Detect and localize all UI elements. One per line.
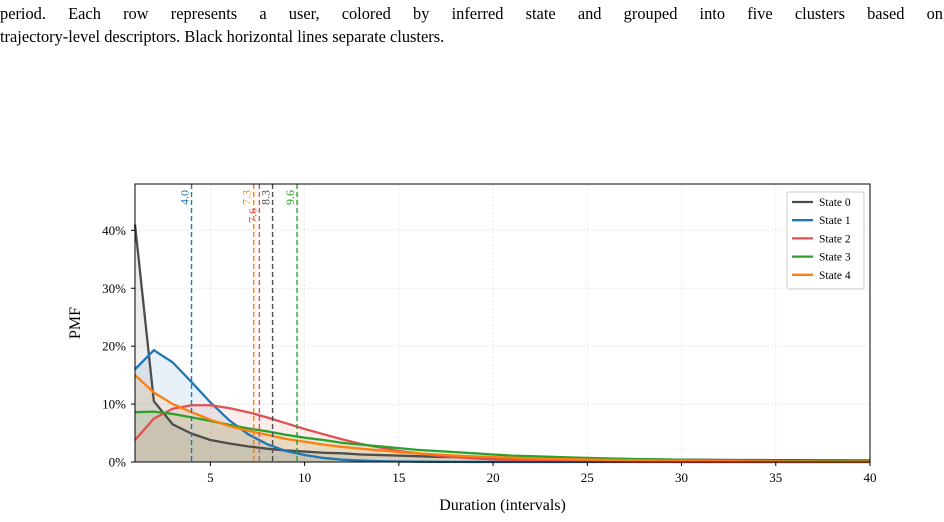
x-tick-label: 25 — [581, 470, 594, 485]
caption-line-2: trajectory-level descriptors. Black hori… — [0, 27, 445, 46]
legend-label-4: State 4 — [819, 270, 851, 282]
series-area-4 — [135, 375, 870, 462]
legend-label-0: State 0 — [819, 197, 851, 209]
y-tick-label: 0% — [109, 455, 127, 470]
x-axis-label: Duration (intervals) — [439, 497, 566, 514]
y-tick-label: 10% — [102, 397, 126, 412]
mean-label-2: 7.6 — [245, 208, 259, 223]
y-tick-label: 20% — [102, 339, 126, 354]
series-area-3 — [135, 411, 870, 462]
mean-label-1: 4.0 — [178, 190, 192, 205]
series-line-4 — [134, 374, 871, 463]
legend-label-2: State 2 — [819, 233, 851, 245]
y-tick-label: 30% — [102, 281, 126, 296]
legend-label-1: State 1 — [819, 215, 851, 227]
x-tick-label: 10 — [298, 470, 311, 485]
y-axis-label: PMF — [67, 307, 84, 339]
mean-label-0: 8.3 — [259, 190, 273, 205]
series-area-2 — [135, 405, 870, 462]
mean-label-4: 7.3 — [240, 190, 254, 205]
legend: State 0 State 1 State 2 State 3 State 4 — [786, 191, 865, 290]
figure-caption: period. Each row represents a user, colo… — [0, 2, 944, 48]
x-tick-label: 40 — [864, 470, 877, 485]
legend-box — [786, 191, 865, 290]
mean-label-3: 9.6 — [283, 190, 297, 205]
tick-layer: 5 10 15 20 25 30 35 40 0% 10% 20% 30% 40% — [102, 223, 876, 485]
x-tick-label: 35 — [769, 470, 782, 485]
x-tick-label: 30 — [675, 470, 688, 485]
mean-layer: 4.0 7.3 7.68.3 9.6 — [178, 184, 298, 462]
y-tick-label: 40% — [102, 223, 126, 238]
x-tick-label: 15 — [392, 470, 405, 485]
plot-frame — [134, 183, 871, 463]
caption-line-1: period. Each row represents a user, colo… — [0, 4, 943, 23]
legend-label-3: State 3 — [819, 252, 851, 264]
series-area-1 — [135, 350, 870, 462]
x-tick-label: 20 — [487, 470, 500, 485]
x-tick-label: 5 — [207, 470, 214, 485]
fill-layer — [135, 224, 870, 462]
